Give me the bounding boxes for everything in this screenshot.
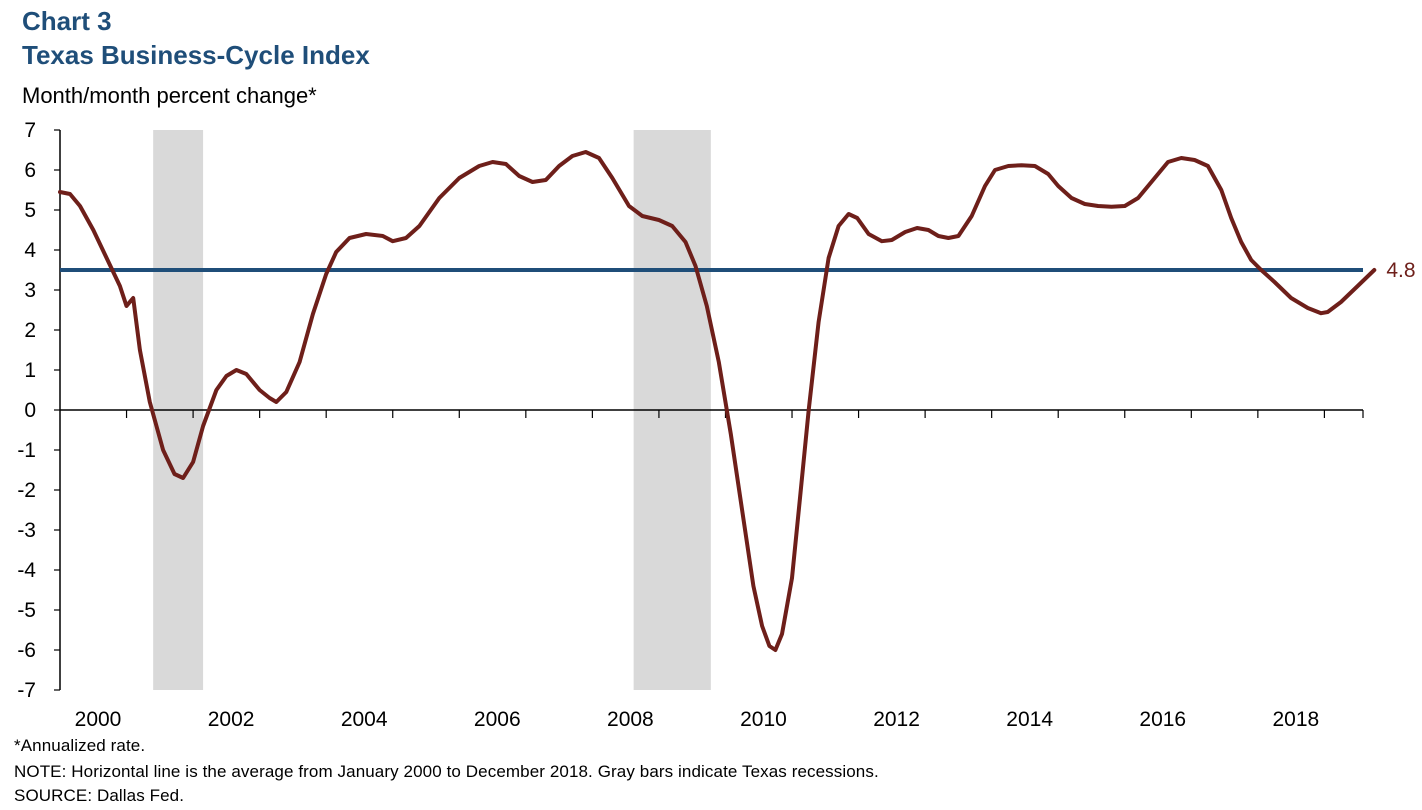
- y-tick-label: 6: [24, 159, 36, 182]
- x-tick-label: 2014: [1006, 708, 1053, 730]
- chart-title: Texas Business-Cycle Index: [22, 40, 370, 70]
- y-tick-label: 3: [24, 279, 36, 302]
- y-tick-label: -4: [17, 559, 36, 582]
- y-tick-label: 5: [24, 199, 36, 222]
- x-tick-label: 2006: [474, 708, 521, 730]
- y-tick-label: 0: [24, 399, 36, 422]
- line-chart: 7 6 5 4 3 2 1 0 -1 -2 -3 -4 -5 -6 -7 2000 2002 2004 2006 20…: [17, 119, 1415, 730]
- x-tick-label: 2018: [1272, 708, 1319, 730]
- y-tick-label: 4: [24, 239, 36, 262]
- chart-number: Chart 3: [22, 6, 112, 36]
- y-tick-label: 1: [24, 359, 36, 382]
- x-tick-label: 2008: [607, 708, 654, 730]
- y-tick-label: 2: [24, 319, 36, 342]
- y-tick-label: -2: [17, 479, 36, 502]
- footnote-annualized: *Annualized rate.: [14, 736, 146, 755]
- y-tick-label: -1: [17, 439, 36, 462]
- y-tick-label: -7: [17, 679, 36, 702]
- x-tick-label: 2004: [341, 708, 388, 730]
- series-group: [58, 150, 1377, 652]
- x-tick-label: 2016: [1139, 708, 1186, 730]
- x-tick-label: 2010: [740, 708, 787, 730]
- x-tick-label: 2002: [208, 708, 255, 730]
- y-tick-label: -5: [17, 599, 36, 622]
- footnote-note: NOTE: Horizontal line is the average fro…: [14, 762, 879, 781]
- x-tick-label: 2000: [75, 708, 122, 730]
- end-value-label: 4.8: [1386, 259, 1415, 282]
- series-line: [58, 150, 1377, 652]
- y-tick-label: -6: [17, 639, 36, 662]
- y-axis-unit-label: Month/month percent change*: [22, 83, 317, 108]
- footnote-source: SOURCE: Dallas Fed.: [14, 786, 185, 805]
- axes: [54, 129, 1364, 691]
- y-tick-label: -3: [17, 519, 36, 542]
- y-tick-label: 7: [24, 119, 36, 142]
- tick-labels: 7 6 5 4 3 2 1 0 -1 -2 -3 -4 -5 -6 -7 2000 2002 2004 2006 20…: [17, 119, 1415, 730]
- x-tick-label: 2012: [873, 708, 920, 730]
